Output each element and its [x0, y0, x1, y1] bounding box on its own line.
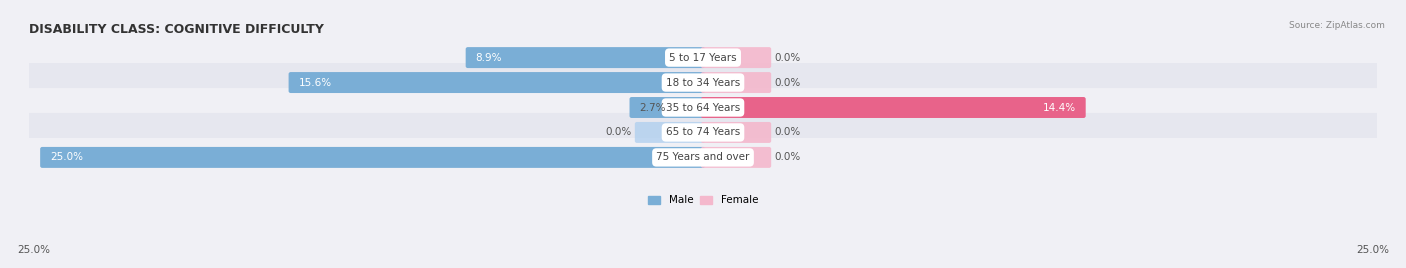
- Text: 0.0%: 0.0%: [775, 152, 800, 162]
- Text: 8.9%: 8.9%: [475, 53, 502, 63]
- FancyBboxPatch shape: [700, 72, 770, 93]
- FancyBboxPatch shape: [630, 97, 706, 118]
- Text: 14.4%: 14.4%: [1042, 102, 1076, 113]
- Text: 18 to 34 Years: 18 to 34 Years: [666, 77, 740, 88]
- Text: 75 Years and over: 75 Years and over: [657, 152, 749, 162]
- Text: 5 to 17 Years: 5 to 17 Years: [669, 53, 737, 63]
- Text: 25.0%: 25.0%: [1357, 245, 1389, 255]
- Text: 15.6%: 15.6%: [298, 77, 332, 88]
- Text: 0.0%: 0.0%: [775, 53, 800, 63]
- Text: 2.7%: 2.7%: [640, 102, 666, 113]
- FancyBboxPatch shape: [21, 88, 1385, 127]
- Text: Source: ZipAtlas.com: Source: ZipAtlas.com: [1289, 21, 1385, 31]
- FancyBboxPatch shape: [21, 138, 1385, 177]
- Text: 65 to 74 Years: 65 to 74 Years: [666, 128, 740, 137]
- FancyBboxPatch shape: [21, 63, 1385, 102]
- Text: 0.0%: 0.0%: [775, 77, 800, 88]
- Text: 25.0%: 25.0%: [51, 152, 83, 162]
- FancyBboxPatch shape: [21, 113, 1385, 152]
- Text: 25.0%: 25.0%: [17, 245, 49, 255]
- FancyBboxPatch shape: [41, 147, 706, 168]
- FancyBboxPatch shape: [21, 38, 1385, 77]
- FancyBboxPatch shape: [636, 122, 706, 143]
- Text: 35 to 64 Years: 35 to 64 Years: [666, 102, 740, 113]
- FancyBboxPatch shape: [288, 72, 706, 93]
- Text: 0.0%: 0.0%: [606, 128, 631, 137]
- Text: 0.0%: 0.0%: [775, 128, 800, 137]
- Text: DISABILITY CLASS: COGNITIVE DIFFICULTY: DISABILITY CLASS: COGNITIVE DIFFICULTY: [30, 23, 323, 36]
- FancyBboxPatch shape: [700, 122, 770, 143]
- FancyBboxPatch shape: [700, 47, 770, 68]
- FancyBboxPatch shape: [700, 97, 1085, 118]
- FancyBboxPatch shape: [465, 47, 706, 68]
- FancyBboxPatch shape: [700, 147, 770, 168]
- Legend: Male, Female: Male, Female: [648, 195, 758, 206]
